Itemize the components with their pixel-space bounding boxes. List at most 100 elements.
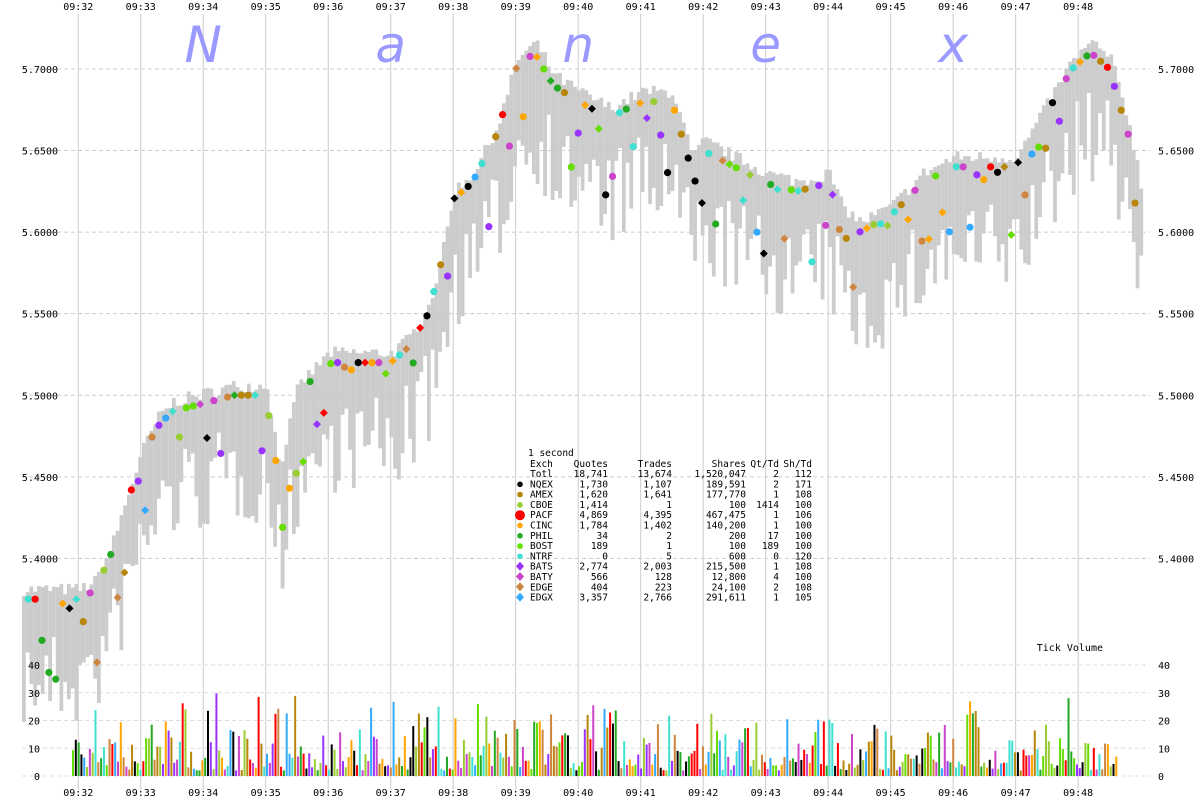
volume-bar bbox=[195, 770, 198, 776]
quote-band bbox=[711, 142, 716, 277]
stats-cell: 200 bbox=[729, 531, 746, 542]
volume-bar bbox=[471, 756, 474, 776]
volume-bar bbox=[460, 767, 463, 776]
volume-bar bbox=[533, 721, 536, 776]
x-tick-label-bottom: 09:48 bbox=[1063, 788, 1093, 799]
stats-cell: 177,770 bbox=[706, 490, 746, 501]
stats-cell: 5 bbox=[666, 551, 672, 562]
quote-marker bbox=[1131, 199, 1139, 207]
volume-bar bbox=[282, 770, 285, 776]
volume-bar bbox=[791, 758, 794, 776]
volume-bar bbox=[555, 746, 558, 776]
x-tick-label-bottom: 09:46 bbox=[938, 788, 968, 799]
stats-legend-marker bbox=[517, 522, 523, 529]
volume-bar bbox=[235, 770, 238, 776]
volume-tick-label-right: 10 bbox=[1158, 744, 1170, 755]
quote-band bbox=[779, 173, 784, 314]
stats-cell: 100 bbox=[729, 541, 746, 552]
quote-band bbox=[1068, 61, 1072, 175]
x-tick-label-top: 09:43 bbox=[751, 2, 781, 13]
volume-bar bbox=[221, 757, 224, 776]
volume-bar bbox=[595, 751, 598, 776]
quote-marker bbox=[780, 234, 789, 243]
volume-bar bbox=[966, 714, 969, 776]
quote-band bbox=[925, 175, 930, 269]
quote-band bbox=[659, 89, 664, 207]
volume-bar bbox=[825, 765, 828, 776]
volume-bar bbox=[980, 766, 983, 776]
volume-tick-label-left: 30 bbox=[28, 689, 40, 700]
volume-bar bbox=[71, 750, 74, 776]
stats-cell: BOST bbox=[530, 541, 553, 552]
quote-band bbox=[989, 161, 994, 205]
volume-tick-label-left: 0 bbox=[34, 772, 40, 783]
volume-bar bbox=[1073, 758, 1076, 776]
volume-bar bbox=[322, 735, 325, 776]
volume-bar bbox=[696, 723, 699, 776]
quote-band bbox=[636, 92, 641, 138]
quote-marker bbox=[911, 186, 919, 194]
volume-bar bbox=[403, 736, 406, 776]
volume-bar bbox=[347, 757, 350, 776]
volume-bar bbox=[527, 760, 530, 776]
quote-band bbox=[460, 187, 465, 317]
quote-band bbox=[1075, 58, 1080, 102]
quote-band bbox=[74, 584, 79, 721]
volume-bar bbox=[1070, 751, 1073, 776]
quote-band bbox=[408, 334, 412, 439]
quote-band bbox=[336, 351, 341, 481]
stats-cell: 34 bbox=[597, 531, 609, 542]
quote-marker bbox=[567, 163, 575, 171]
quote-marker bbox=[1021, 191, 1029, 199]
quote-band bbox=[235, 387, 240, 516]
quote-band bbox=[344, 350, 349, 409]
quote-marker bbox=[1097, 57, 1105, 65]
volume-bar bbox=[1000, 763, 1003, 776]
volume-bar bbox=[929, 735, 932, 776]
quote-band bbox=[749, 169, 754, 239]
quote-band bbox=[678, 111, 682, 218]
volume-bar bbox=[789, 760, 792, 776]
stats-cell: 1,107 bbox=[643, 479, 672, 490]
quote-marker bbox=[45, 668, 53, 677]
stats-cell: 2 bbox=[666, 531, 672, 542]
quote-band bbox=[22, 595, 26, 722]
quote-marker bbox=[388, 357, 397, 365]
volume-bar bbox=[544, 764, 547, 776]
volume-bar bbox=[904, 754, 907, 776]
quote-band bbox=[224, 384, 229, 479]
quote-marker bbox=[587, 104, 596, 113]
volume-bar bbox=[184, 709, 187, 776]
x-tick-label-bottom: 09:32 bbox=[63, 788, 93, 799]
quote-band bbox=[149, 430, 154, 526]
volume-bar bbox=[848, 763, 851, 776]
quote-band bbox=[96, 571, 101, 704]
quote-marker bbox=[72, 595, 81, 604]
quote-band bbox=[295, 384, 300, 527]
quote-marker bbox=[581, 101, 590, 110]
quote-marker bbox=[416, 323, 425, 332]
volume-bar bbox=[232, 731, 235, 776]
quote-band bbox=[486, 145, 491, 218]
volume-bar bbox=[1030, 754, 1033, 776]
quote-marker bbox=[759, 249, 768, 258]
volume-bar bbox=[581, 761, 584, 776]
quote-band bbox=[63, 594, 67, 683]
quote-marker bbox=[86, 589, 94, 597]
volume-bar bbox=[969, 701, 972, 776]
volume-bar bbox=[794, 761, 797, 776]
quote-band bbox=[1128, 125, 1132, 210]
quote-band bbox=[899, 192, 904, 285]
quote-band bbox=[228, 384, 232, 453]
quote-marker bbox=[519, 113, 527, 121]
quote-band bbox=[1026, 137, 1031, 265]
volume-bar bbox=[468, 752, 471, 776]
volume-bar bbox=[1025, 755, 1028, 776]
volume-bar bbox=[566, 735, 569, 776]
quote-band bbox=[970, 160, 975, 212]
volume-bar bbox=[249, 759, 252, 776]
quote-marker bbox=[237, 391, 245, 399]
x-tick-label-top: 09:46 bbox=[938, 2, 968, 13]
